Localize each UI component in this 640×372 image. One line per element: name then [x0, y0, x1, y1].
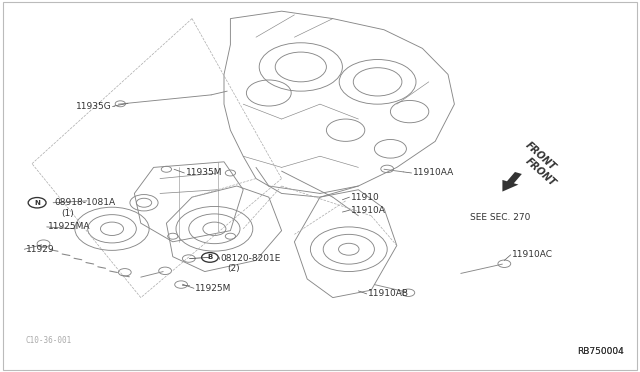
Text: 11910: 11910: [351, 193, 380, 202]
Text: 11910AA: 11910AA: [413, 169, 454, 177]
Text: FRONT: FRONT: [524, 140, 558, 172]
Text: C10-36-001: C10-36-001: [26, 336, 72, 345]
Text: 11910A: 11910A: [351, 206, 385, 215]
Text: 11910AC: 11910AC: [512, 250, 553, 259]
Text: (2): (2): [227, 264, 240, 273]
FancyArrow shape: [502, 172, 522, 192]
Text: 08120-8201E: 08120-8201E: [221, 254, 281, 263]
Text: 11925M: 11925M: [195, 284, 232, 293]
Text: (1): (1): [61, 209, 74, 218]
Text: FRONT: FRONT: [524, 156, 558, 188]
Text: N: N: [34, 200, 40, 206]
Text: RB750004: RB750004: [577, 347, 624, 356]
Text: 11935G: 11935G: [76, 102, 112, 110]
Text: 11929: 11929: [26, 245, 54, 254]
Text: B: B: [207, 254, 212, 260]
Text: RB750004: RB750004: [577, 347, 624, 356]
Text: 11910AB: 11910AB: [368, 289, 409, 298]
Text: SEE SEC. 270: SEE SEC. 270: [470, 213, 531, 222]
Circle shape: [202, 253, 218, 262]
Text: 11925MA: 11925MA: [48, 222, 90, 231]
Text: 11935M: 11935M: [186, 169, 222, 177]
Circle shape: [28, 198, 46, 208]
Text: 08918-1081A: 08918-1081A: [54, 198, 116, 207]
